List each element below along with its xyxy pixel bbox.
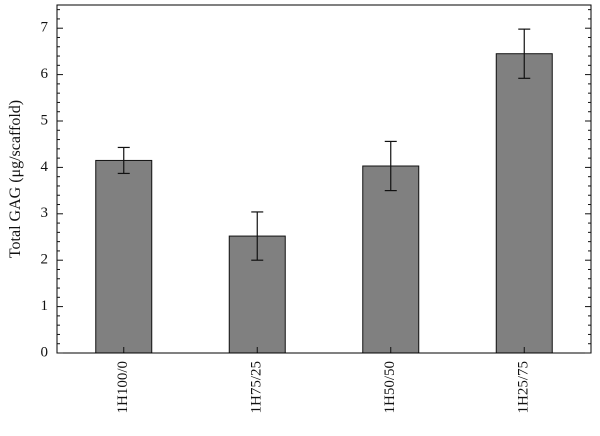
plot-frame — [56, 4, 592, 354]
axes-group — [56, 4, 592, 354]
bar-1H50/50 — [362, 165, 420, 354]
y-tick-label-3: 3 — [41, 205, 49, 221]
error-bars-group — [117, 28, 531, 261]
y-tick-label-5: 5 — [41, 112, 49, 128]
y-tick-label-0: 0 — [41, 344, 49, 360]
y-tick-label-6: 6 — [41, 66, 49, 82]
x-tick-label-1H50/50: 1H50/50 — [382, 361, 398, 414]
y-axis-title: Total GAG (μg/scaffold) — [7, 100, 24, 258]
x-tick-label-1H25/75: 1H25/75 — [516, 361, 532, 414]
y-tick-label-2: 2 — [41, 252, 49, 268]
y-ticks-group: 0 1 2 3 4 5 6 7 — [41, 9, 591, 360]
bar-1H100/0 — [95, 159, 153, 354]
x-tick-label-1H100/0: 1H100/0 — [115, 361, 131, 414]
x-tick-labels-group: 1H100/0 1H75/25 1H50/50 1H25/75 — [115, 361, 532, 414]
y-tick-label-1: 1 — [41, 298, 49, 314]
x-tick-label-1H75/25: 1H75/25 — [249, 361, 265, 414]
y-tick-label-7: 7 — [41, 20, 49, 36]
bars-group — [95, 53, 553, 354]
bar-1H25/75 — [495, 53, 553, 354]
y-tick-label-4: 4 — [41, 159, 49, 175]
